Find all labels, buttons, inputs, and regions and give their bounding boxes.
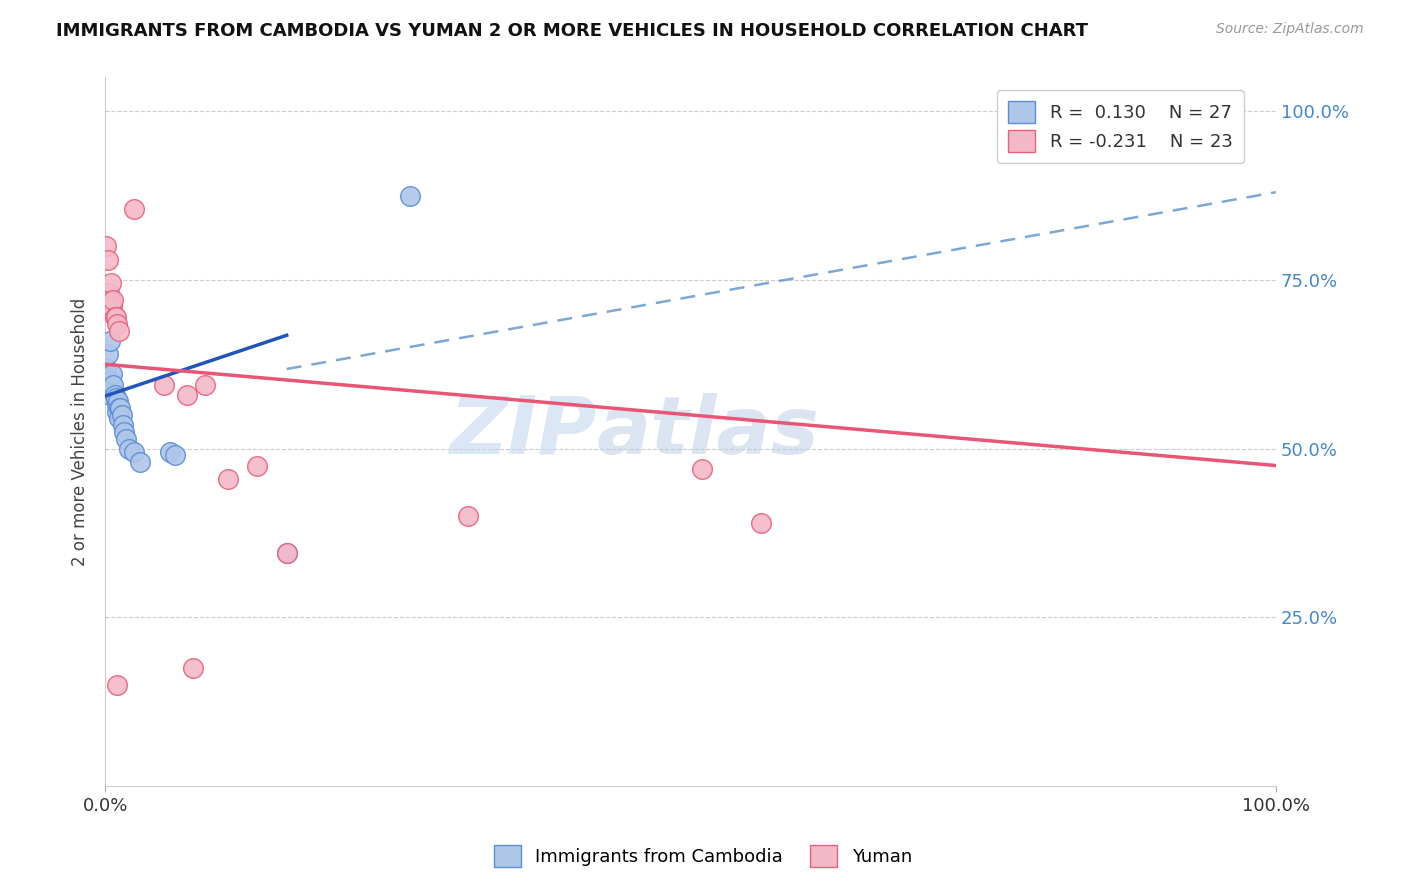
Point [110, 401, 132, 416]
Point [111, 418, 134, 433]
Point [108, 401, 131, 416]
Point [98, 293, 121, 308]
Point [246, 458, 269, 473]
Point [105, 317, 128, 331]
Point [105, 678, 128, 692]
Text: ZIP: ZIP [450, 392, 598, 471]
Point [105, 398, 128, 412]
Point [115, 432, 138, 446]
Point [159, 445, 181, 459]
Point [105, 404, 128, 418]
Point [108, 324, 131, 338]
Point [96, 347, 118, 361]
Point [101, 300, 124, 314]
Point [96, 252, 118, 267]
Y-axis label: 2 or more Vehicles in Household: 2 or more Vehicles in Household [72, 298, 89, 566]
Point [100, 277, 122, 291]
Point [103, 387, 125, 401]
Point [276, 546, 298, 560]
Point [104, 391, 127, 405]
Point [276, 546, 298, 560]
Point [103, 293, 125, 308]
Point [103, 377, 125, 392]
Point [398, 188, 420, 202]
Point [97, 286, 120, 301]
Text: Source: ZipAtlas.com: Source: ZipAtlas.com [1216, 22, 1364, 37]
Point [96, 360, 118, 375]
Text: atlas: atlas [598, 392, 820, 471]
Legend: R =  0.130    N = 27, R = -0.231    N = 23: R = 0.130 N = 27, R = -0.231 N = 23 [997, 90, 1243, 163]
Point [108, 411, 131, 425]
Point [98, 387, 121, 401]
Point [194, 377, 217, 392]
Point [165, 449, 187, 463]
Point [124, 202, 146, 216]
Point [97, 374, 120, 388]
Point [124, 445, 146, 459]
Point [101, 368, 124, 382]
Point [176, 387, 198, 401]
Point [117, 442, 139, 456]
Point [110, 408, 132, 422]
Point [152, 377, 174, 392]
Point [217, 472, 239, 486]
Point [749, 516, 772, 530]
Point [104, 310, 127, 324]
Point [107, 394, 129, 409]
Point [112, 425, 135, 439]
Point [457, 509, 479, 524]
Point [100, 374, 122, 388]
Text: IMMIGRANTS FROM CAMBODIA VS YUMAN 2 OR MORE VEHICLES IN HOUSEHOLD CORRELATION CH: IMMIGRANTS FROM CAMBODIA VS YUMAN 2 OR M… [56, 22, 1088, 40]
Point [690, 462, 713, 476]
Point [96, 239, 118, 253]
Point [181, 661, 204, 675]
Point [103, 310, 125, 324]
Point [98, 334, 121, 348]
Legend: Immigrants from Cambodia, Yuman: Immigrants from Cambodia, Yuman [486, 838, 920, 874]
Point [129, 455, 152, 469]
